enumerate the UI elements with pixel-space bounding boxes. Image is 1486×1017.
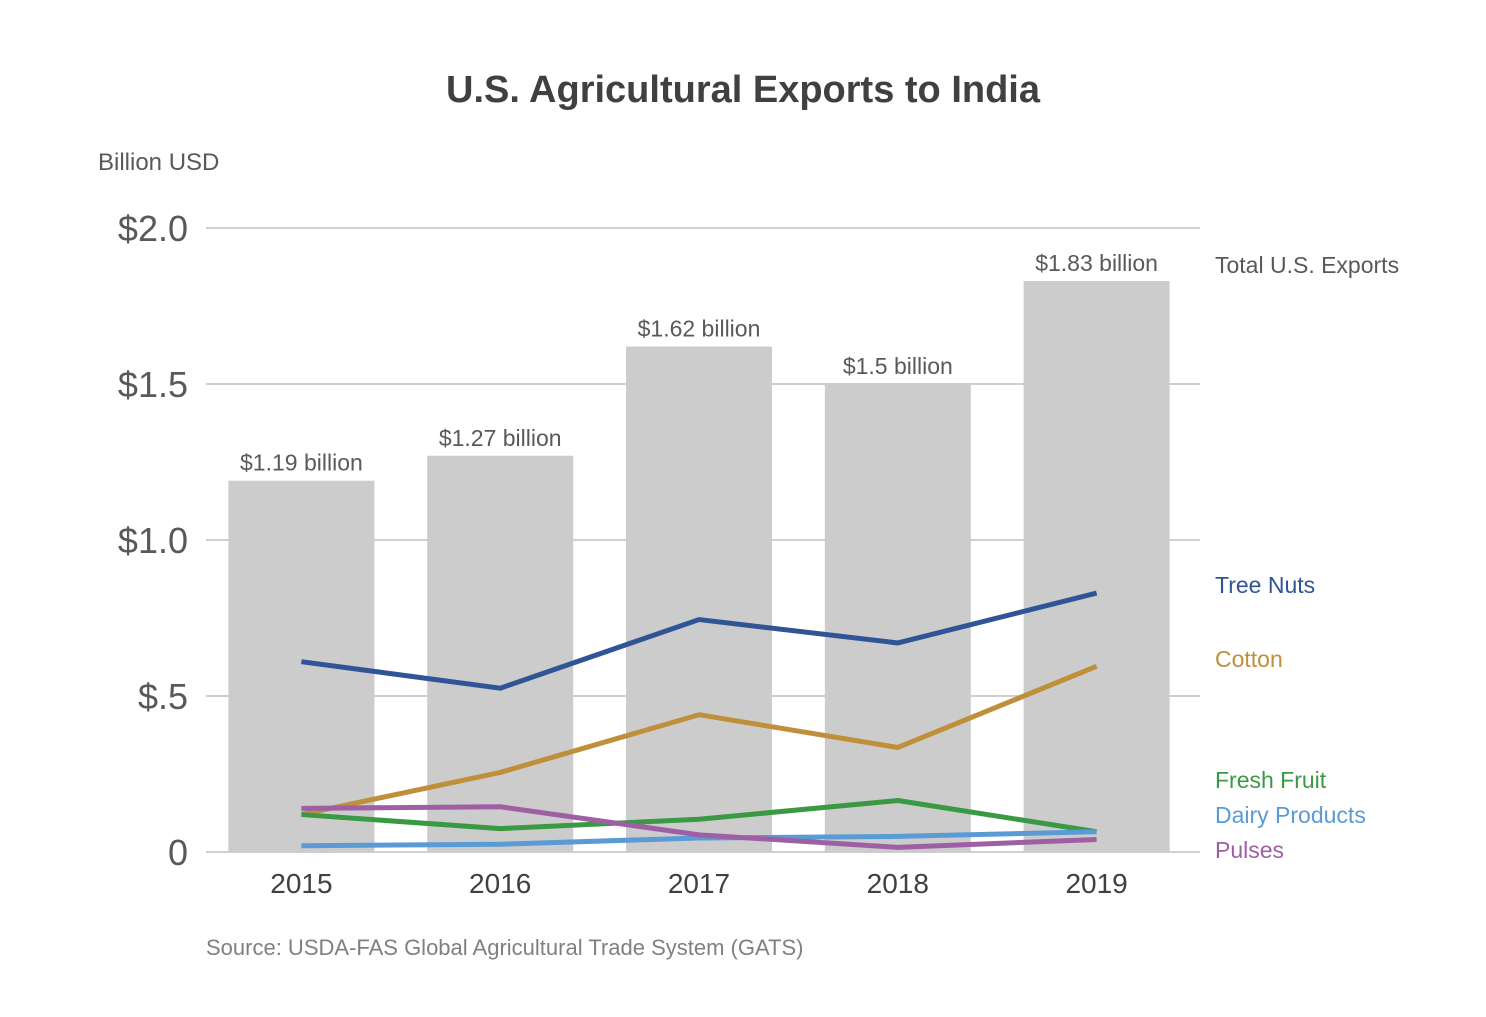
legend-pulses: Pulses (1215, 837, 1284, 863)
lines (300, 590, 1098, 850)
x-tick-label: 2015 (270, 868, 332, 899)
legend-total-exports: Total U.S. Exports (1215, 252, 1399, 278)
source-note: Source: USDA-FAS Global Agricultural Tra… (206, 935, 803, 960)
bar-total-exports-2019 (1023, 281, 1170, 852)
y-axis-unit-label: Billion USD (98, 149, 219, 176)
legend-fresh-fruit: Fresh Fruit (1215, 767, 1327, 793)
legend: Total U.S. Exports Tree Nuts Cotton Fresh F… (1215, 252, 1399, 863)
legend-tree-nuts: Tree Nuts (1215, 572, 1315, 598)
chart-title: U.S. Agricultural Exports to India (446, 69, 1041, 111)
y-tick-label: $2.0 (118, 208, 188, 249)
bar-total-exports-2016 (427, 455, 574, 852)
y-tick-label: $1.0 (118, 520, 188, 561)
y-axis-ticks: 0 $.5 $1.0 $1.5 $2.0 (118, 208, 188, 873)
line-series-cotton (300, 664, 1098, 818)
bar-data-label: $1.5 billion (843, 353, 953, 379)
y-tick-label: 0 (168, 832, 188, 873)
x-axis-ticks: 2015 2016 2017 2018 2019 (270, 868, 1127, 899)
legend-dairy-products: Dairy Products (1215, 802, 1366, 828)
x-tick-label: 2017 (668, 868, 730, 899)
y-tick-label: $1.5 (118, 364, 188, 405)
x-tick-label: 2018 (867, 868, 929, 899)
line-series-pulses (301, 804, 1097, 850)
x-tick-label: 2016 (469, 868, 531, 899)
bar-data-label: $1.27 billion (439, 425, 562, 451)
bar-data-label: $1.19 billion (240, 450, 363, 476)
legend-cotton: Cotton (1215, 646, 1283, 672)
x-tick-label: 2019 (1065, 868, 1127, 899)
line-series-tree-nuts (301, 590, 1098, 691)
bars: $1.19 billion $1.27 billion $1.62 billion $… (228, 250, 1170, 852)
bar-data-label: $1.83 billion (1035, 250, 1158, 276)
bar-data-label: $1.62 billion (638, 316, 761, 342)
line-series-dairy-products (301, 829, 1097, 849)
bar-total-exports-2017 (626, 346, 772, 852)
y-tick-label: $.5 (138, 676, 188, 717)
bar-total-exports-2018 (824, 384, 971, 852)
line-series-fresh-fruit (301, 798, 1097, 835)
